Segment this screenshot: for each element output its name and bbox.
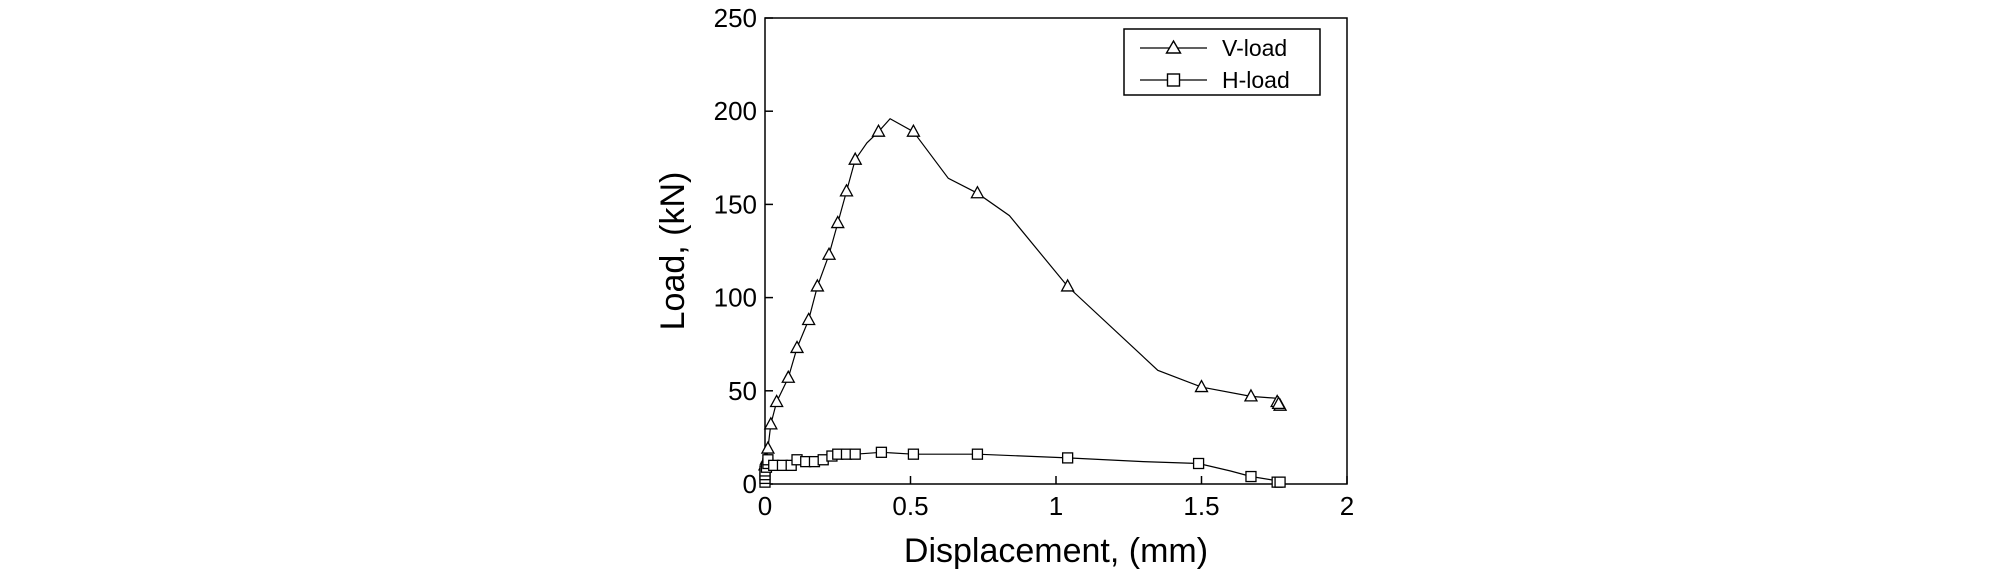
- legend-label-v-load: V-load: [1222, 35, 1287, 61]
- y-axis-title: Load, (kN): [654, 172, 692, 331]
- data-point-v-load: [769, 394, 784, 408]
- data-point-v-load: [789, 340, 805, 354]
- y-tick-label: 200: [714, 96, 757, 126]
- x-axis-ticks: 0 0.5 1 1.5 2: [758, 476, 1354, 521]
- legend-box: [1123, 28, 1321, 96]
- data-point-v-load: [871, 123, 886, 137]
- data-point-h-load: [1192, 457, 1205, 470]
- y-tick-label: 250: [714, 3, 757, 33]
- data-point-v-load: [801, 312, 816, 326]
- data-point-h-load: [1245, 470, 1257, 483]
- y-tick-label: 100: [714, 283, 757, 313]
- data-point-v-load: [830, 215, 845, 229]
- data-point-v-load: [763, 416, 778, 430]
- data-point-v-load: [1271, 395, 1286, 409]
- legend: V-load H-load: [1123, 28, 1321, 96]
- series-line-v-load: [764, 117, 1281, 466]
- data-point-v-load: [1194, 379, 1209, 393]
- x-tick-label: 0: [758, 491, 772, 521]
- x-tick-label: 1.5: [1183, 491, 1219, 521]
- data-point-v-load: [810, 278, 825, 292]
- legend-triangle-icon: [1165, 39, 1182, 54]
- data-point-v-load: [970, 185, 985, 199]
- data-point-h-load: [971, 448, 984, 460]
- data-point-v-load: [906, 123, 921, 137]
- x-tick-label: 1: [1049, 491, 1063, 521]
- data-point-h-load: [849, 448, 861, 460]
- data-point-v-load: [821, 246, 837, 260]
- x-axis-title: Displacement, (mm): [904, 532, 1208, 570]
- y-tick-label: 0: [743, 469, 757, 499]
- series-layer: [757, 117, 1288, 488]
- legend-label-h-load: H-load: [1222, 67, 1290, 93]
- data-point-v-load: [1243, 388, 1259, 402]
- legend-square-icon: [1166, 73, 1181, 87]
- data-point-h-load: [1274, 476, 1286, 488]
- y-tick-label: 150: [714, 189, 757, 219]
- legend-item-h-load: H-load: [1140, 67, 1290, 93]
- data-point-v-load: [781, 369, 796, 383]
- data-point-v-load: [760, 440, 776, 454]
- y-axis-ticks: 0 50 100 150 200 250: [714, 3, 773, 499]
- data-point-v-load: [848, 151, 863, 165]
- x-tick-label: 2: [1340, 491, 1354, 521]
- data-point-h-load: [1061, 452, 1074, 464]
- data-point-h-load: [907, 448, 920, 460]
- legend-item-v-load: V-load: [1140, 35, 1287, 61]
- data-point-v-load: [1060, 278, 1075, 292]
- x-tick-label: 0.5: [892, 491, 928, 521]
- y-tick-label: 50: [728, 376, 757, 406]
- data-point-h-load: [875, 446, 888, 458]
- data-point-v-load: [839, 183, 854, 197]
